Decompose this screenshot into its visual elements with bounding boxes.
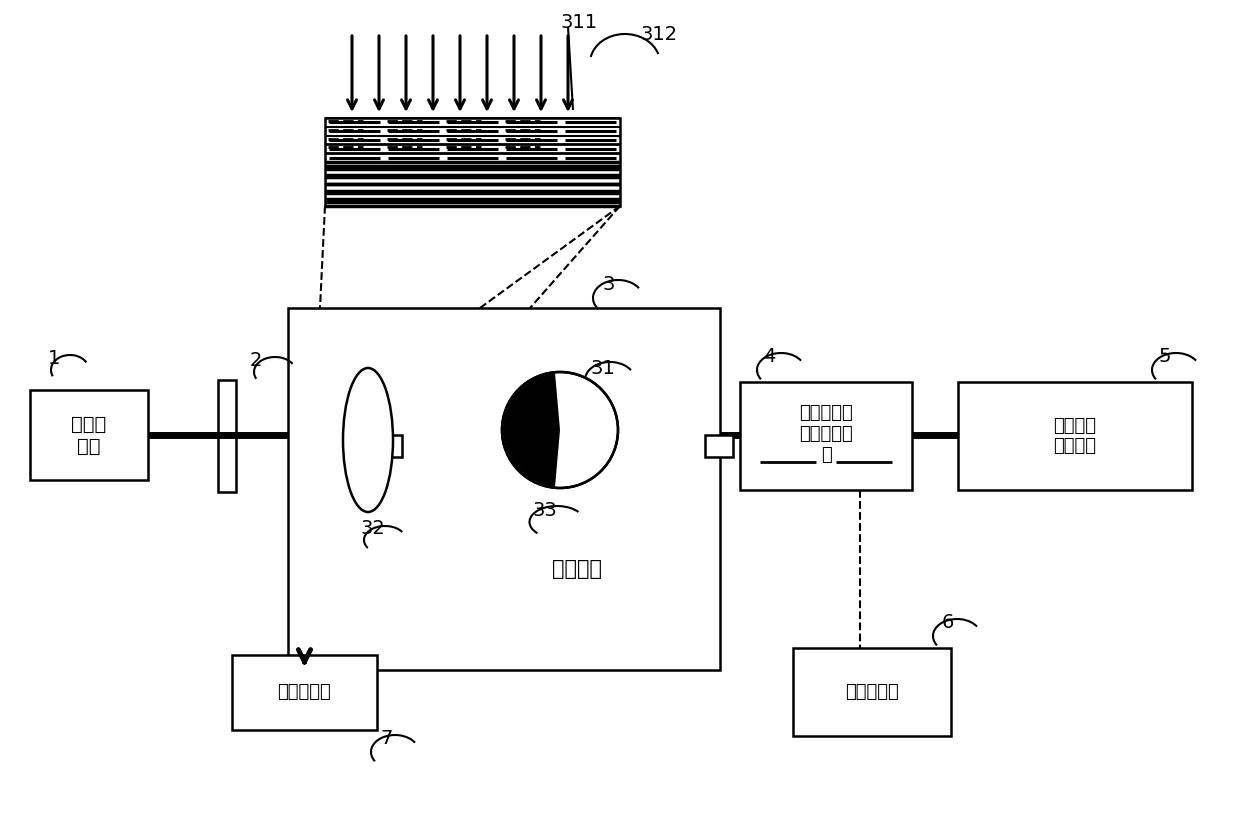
Bar bbox=[232, 655, 377, 730]
Text: 31: 31 bbox=[590, 359, 615, 377]
Text: 光催化反应
产物收集装
置: 光催化反应 产物收集装 置 bbox=[799, 404, 852, 464]
Bar bbox=[740, 382, 912, 490]
Text: 固体激
光器: 固体激 光器 bbox=[72, 415, 107, 456]
Text: 2: 2 bbox=[250, 350, 263, 369]
Bar bbox=[30, 390, 147, 480]
Text: 5: 5 bbox=[1158, 346, 1171, 365]
Text: 真空气室: 真空气室 bbox=[553, 558, 602, 579]
Text: 32: 32 bbox=[361, 518, 385, 538]
Bar bbox=[218, 380, 235, 492]
Text: 7: 7 bbox=[380, 729, 393, 747]
Text: 1: 1 bbox=[48, 349, 61, 368]
Ellipse shape bbox=[343, 368, 393, 512]
Text: 气体反应物: 气体反应物 bbox=[278, 684, 331, 702]
Text: 激光功率
检测装置: 激光功率 检测装置 bbox=[1053, 416, 1097, 456]
Text: 33: 33 bbox=[532, 500, 556, 519]
Text: 4: 4 bbox=[763, 346, 776, 365]
Text: 3: 3 bbox=[603, 275, 616, 293]
Bar bbox=[793, 648, 952, 736]
Text: 6: 6 bbox=[942, 613, 954, 632]
Text: 312: 312 bbox=[641, 25, 678, 45]
Wedge shape bbox=[503, 373, 560, 487]
Circle shape bbox=[502, 372, 618, 488]
Text: 311: 311 bbox=[560, 12, 597, 32]
Bar bbox=[287, 308, 720, 670]
Bar bbox=[374, 435, 401, 457]
Bar bbox=[325, 118, 620, 206]
Bar bbox=[705, 435, 733, 457]
Bar bbox=[958, 382, 1192, 490]
Text: 气相色谱仪: 气相色谱仪 bbox=[845, 683, 898, 701]
